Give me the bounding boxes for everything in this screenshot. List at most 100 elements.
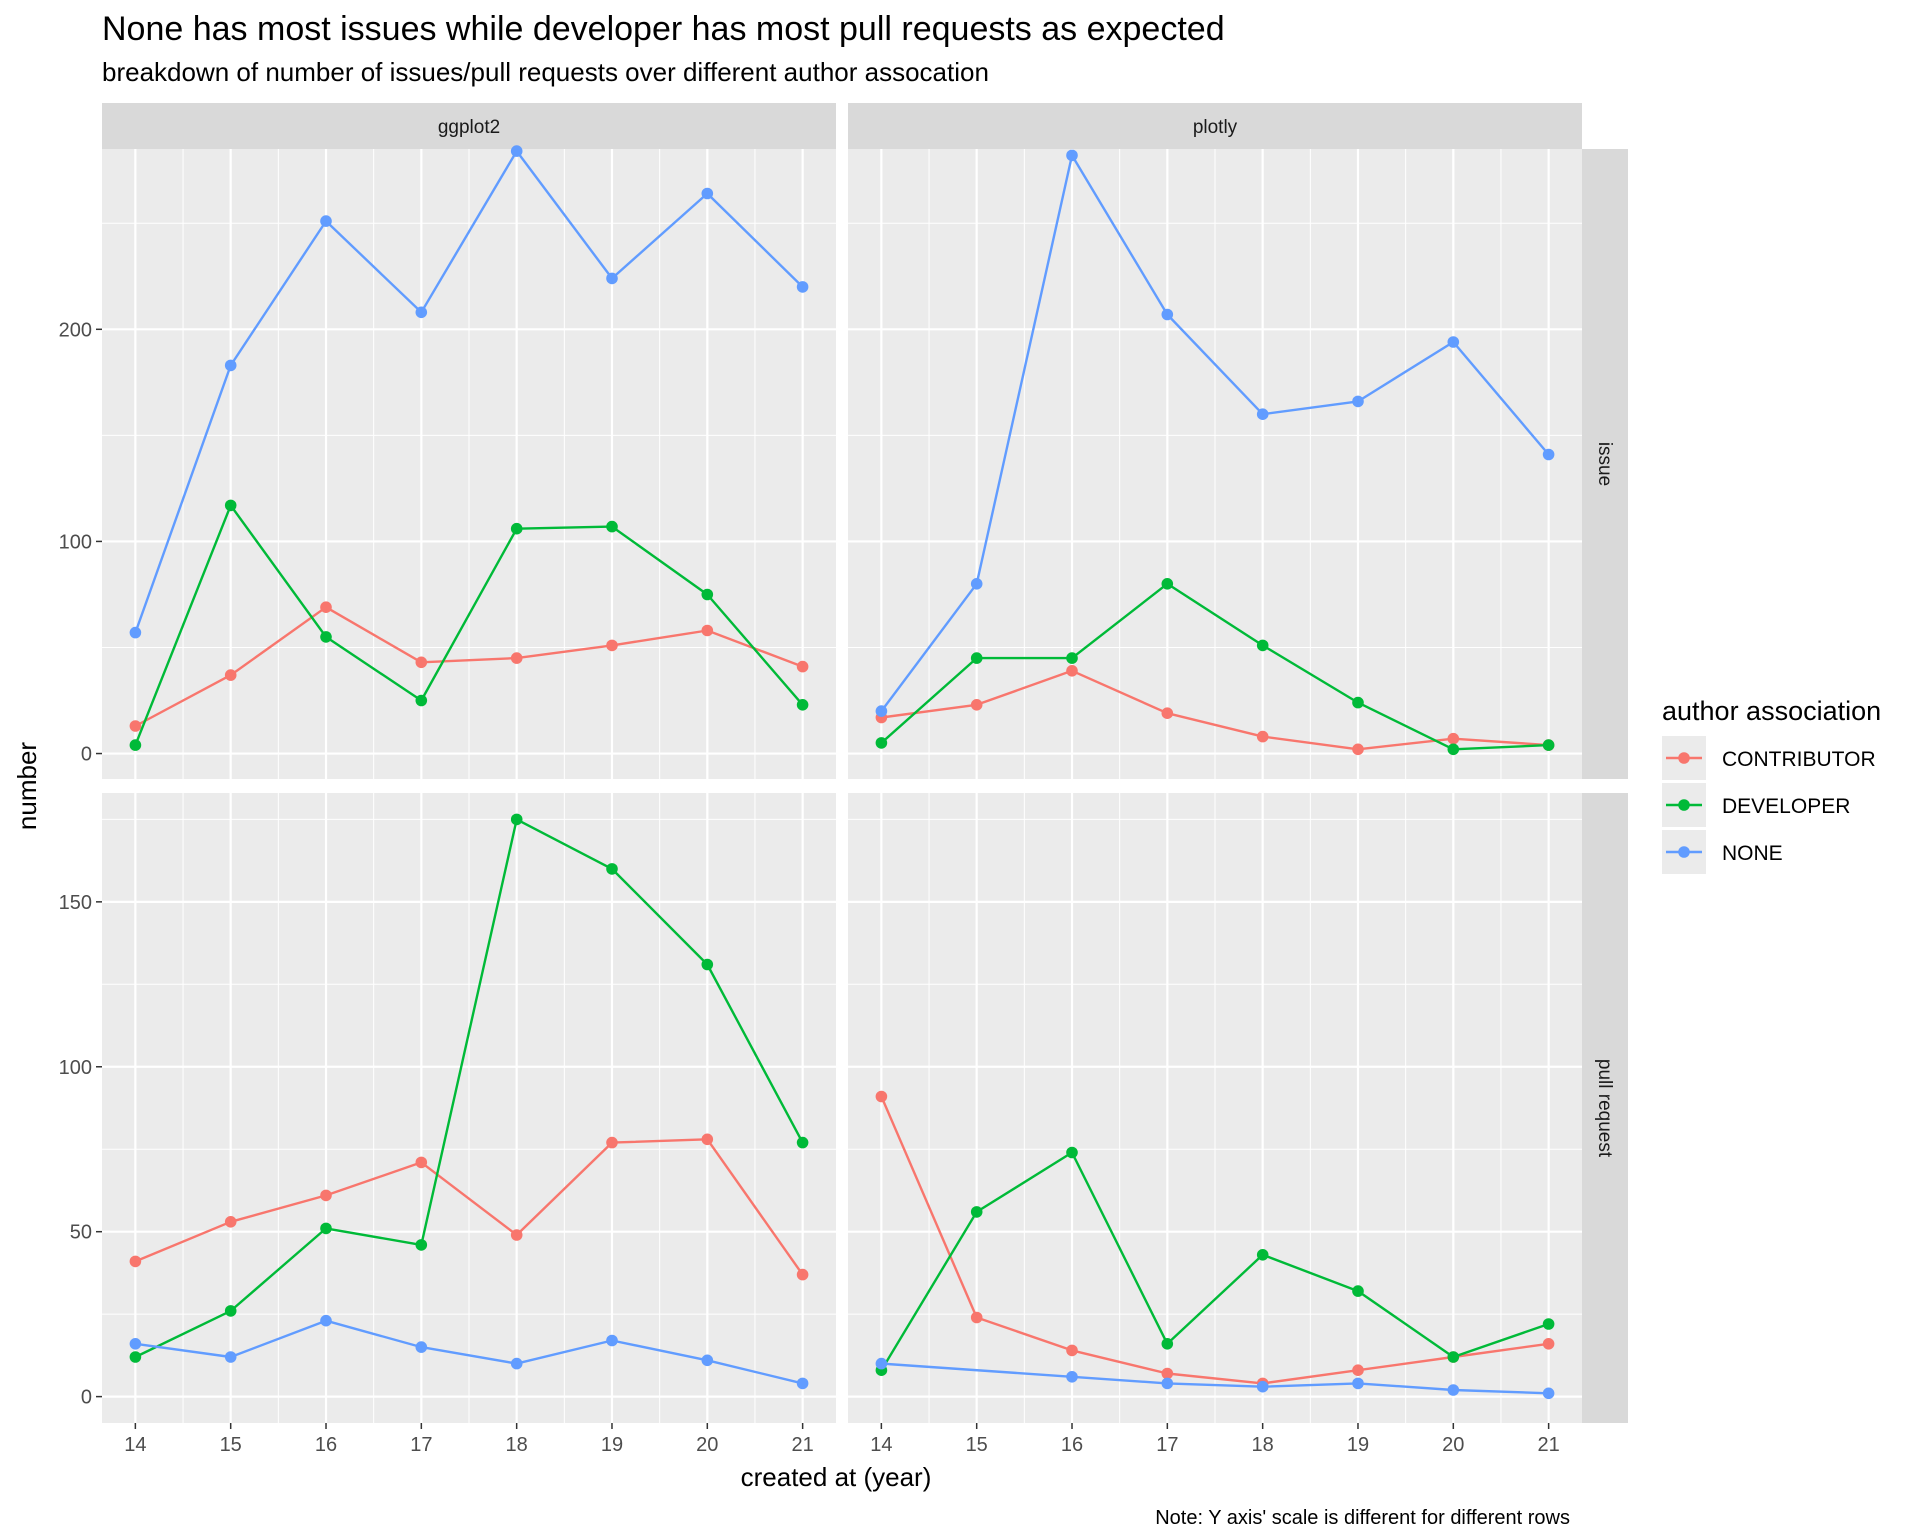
data-point: [1161, 707, 1174, 719]
data-point: [796, 1136, 809, 1149]
data-point: [701, 187, 714, 200]
data-point: [1542, 1318, 1555, 1330]
y-axis-title: number: [12, 742, 42, 830]
data-point: [224, 1351, 237, 1363]
series-developer: [129, 813, 809, 1363]
data-point: [701, 588, 714, 601]
data-point: [970, 1311, 983, 1324]
data-point: [1256, 639, 1269, 652]
data-point: [320, 601, 332, 613]
y-tick-label: 0: [81, 1387, 92, 1409]
panel-plotly-issue: [848, 149, 1582, 779]
series-developer: [875, 578, 1555, 756]
y-tick-label: 100: [59, 1057, 92, 1079]
data-point: [1352, 1285, 1364, 1297]
data-point: [1066, 1146, 1078, 1159]
series-contributor: [129, 601, 809, 732]
data-point: [606, 272, 618, 285]
data-point: [510, 652, 523, 664]
data-point: [1066, 149, 1078, 162]
data-point: [1352, 696, 1364, 709]
data-point: [875, 1357, 888, 1370]
y-tick-label: 50: [70, 1222, 92, 1244]
data-point: [320, 1189, 332, 1202]
data-point: [606, 1136, 618, 1149]
data-point: [129, 1338, 142, 1350]
data-point: [1256, 1380, 1269, 1393]
x-tick-label: 17: [410, 1434, 432, 1456]
data-point: [606, 639, 618, 652]
chart-subtitle: breakdown of number of issues/pull reque…: [102, 57, 989, 87]
x-tick-label: 14: [870, 1434, 892, 1456]
data-point: [606, 1334, 618, 1347]
data-point: [701, 624, 714, 637]
chart-title: None has most issues while developer has…: [102, 10, 1225, 48]
data-point: [875, 705, 888, 717]
x-tick-label: 21: [792, 1434, 814, 1456]
data-point: [970, 578, 983, 590]
y-tick-label: 150: [59, 892, 92, 914]
data-point: [970, 1206, 983, 1218]
data-point: [1352, 1364, 1364, 1376]
x-tick-label: 15: [966, 1434, 988, 1456]
data-point: [415, 656, 428, 669]
data-point: [796, 1377, 809, 1390]
data-point: [606, 863, 618, 875]
x-tick-label: 20: [1442, 1434, 1464, 1456]
data-point: [701, 958, 714, 971]
data-point: [415, 1239, 428, 1251]
data-point: [320, 1314, 332, 1327]
data-point: [129, 1351, 142, 1363]
x-tick-label: 14: [124, 1434, 146, 1456]
y-tick-label: 0: [81, 744, 92, 766]
data-point: [1066, 1344, 1078, 1357]
x-tick-label: 19: [1347, 1434, 1369, 1456]
series-line: [134, 606, 804, 728]
series-line: [880, 154, 1550, 712]
data-point: [1256, 730, 1269, 743]
data-point: [224, 1305, 237, 1317]
series-none: [875, 1357, 1555, 1400]
series-developer: [875, 1146, 1555, 1376]
series-line: [134, 149, 804, 634]
data-point: [129, 720, 142, 732]
data-point: [1161, 308, 1174, 321]
data-point: [224, 359, 237, 372]
x-tick-label: 18: [1252, 1434, 1274, 1456]
strip-ggplot2: [102, 103, 836, 149]
x-tick-label: 18: [506, 1434, 528, 1456]
data-point: [320, 215, 332, 227]
x-axis-title: created at (year): [741, 1462, 932, 1492]
series-line: [880, 1096, 1549, 1385]
data-point: [415, 306, 428, 319]
strip-label-issue: issue: [1594, 442, 1615, 486]
series-contributor: [875, 1090, 1555, 1390]
data-point: [224, 669, 237, 681]
legend-key-point-contributor: [1678, 752, 1690, 764]
data-point: [1447, 336, 1460, 348]
data-point: [796, 1268, 809, 1281]
series-line: [134, 818, 804, 1359]
data-point: [1066, 665, 1078, 677]
data-point: [320, 631, 332, 643]
series-line: [880, 582, 1549, 751]
x-tick-label: 20: [696, 1434, 718, 1456]
data-point: [1352, 395, 1364, 408]
strip-label-plotly: plotly: [1193, 117, 1238, 138]
data-point: [510, 1357, 523, 1370]
panel-plotly-pull-request: [848, 793, 1582, 1423]
data-point: [1161, 1367, 1174, 1380]
x-tick-label: 21: [1538, 1434, 1560, 1456]
data-point: [1447, 1351, 1460, 1363]
data-point: [1256, 1249, 1269, 1261]
series-line: [880, 1151, 1549, 1371]
strip-pull-request: [1582, 793, 1628, 1423]
data-point: [129, 626, 142, 639]
data-point: [701, 1133, 714, 1146]
data-point: [415, 1341, 428, 1353]
data-point: [970, 652, 983, 664]
series-none: [129, 1314, 809, 1390]
series-line: [135, 1319, 803, 1385]
data-point: [796, 660, 809, 673]
